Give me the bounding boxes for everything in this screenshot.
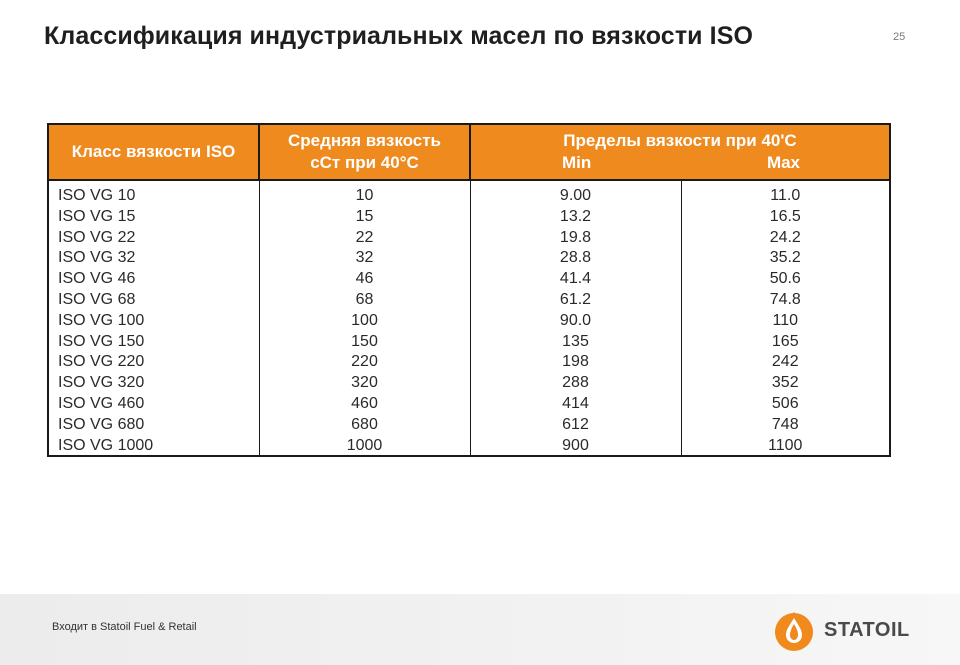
header-minmax: Min Max [475, 152, 885, 174]
table-cell-max: 1100 [768, 436, 803, 454]
table-cell-max: 110 [772, 311, 799, 329]
table-cell-avg: 100 [351, 311, 378, 329]
table-cell-class: ISO VG 150 [58, 332, 145, 350]
header-class: Класс вязкости ISO [49, 125, 260, 181]
table-cell-max: 16.5 [769, 207, 801, 225]
page-number: 25 [893, 31, 906, 43]
table-cell-avg: 1000 [346, 436, 383, 454]
logo-text: STATOIL [824, 618, 910, 641]
header-average-line2: сСт при 40°С [310, 153, 419, 172]
statoil-drop-logo-icon [775, 612, 813, 651]
table-cell-class: ISO VG 460 [58, 394, 145, 412]
table-cell-avg: 220 [351, 353, 378, 371]
table-cell-max: 11.0 [770, 187, 801, 204]
table-cell-class: ISO VG 68 [58, 290, 136, 308]
table-cell-min: 41.4 [559, 270, 592, 288]
table-cell-class: ISO VG 32 [58, 249, 136, 267]
table-cell-avg: 460 [351, 394, 378, 412]
table-cell-avg: 680 [351, 415, 378, 433]
table-header-row: Класс вязкости ISO Средняя вязкость сСт … [49, 125, 890, 181]
table-cell-min: 19.8 [559, 228, 592, 246]
header-max: Max [766, 153, 801, 172]
table-cell-min: 414 [562, 394, 589, 412]
footer-text: Входит в Statoil Fuel & Retail [52, 621, 197, 633]
table-body-row: ISO VG 10 ISO VG 15 ISO VG 22 ISO VG 32 ISO … [49, 180, 889, 457]
viscosity-table-container: Класс вязкости ISO Средняя вязкость сСт … [47, 123, 891, 457]
table-cell-class: ISO VG 10 [58, 187, 136, 204]
table-cell-min: 900 [562, 436, 589, 454]
header-class-label: Класс вязкости ISO [71, 142, 236, 161]
table-cell-min: 90.0 [559, 311, 592, 329]
table-cell-min: 612 [562, 415, 589, 433]
footer-bar: Входит в Statoil Fuel & Retail STATOIL [0, 594, 960, 665]
column-average-values: 10 15 22 32 46 68 100 150 220 320 460 680 1000 [259, 180, 471, 457]
table-cell-class: ISO VG 320 [58, 374, 145, 392]
column-class-values: ISO VG 10 ISO VG 15 ISO VG 22 ISO VG 32 ISO … [49, 180, 260, 457]
table-cell-min: 198 [562, 353, 589, 371]
table-cell-max: 352 [771, 374, 799, 392]
table-cell-max: 165 [771, 332, 799, 350]
table-cell-min: 9.00 [559, 187, 592, 204]
table-cell-max: 35.2 [769, 249, 801, 267]
header-limits: Пределы вязкости при 40'С Min Max [470, 125, 890, 181]
table-cell-class: ISO VG 46 [58, 270, 136, 288]
table-cell-min: 61.2 [559, 290, 592, 308]
table-cell-max: 74.8 [769, 290, 801, 308]
table-cell-class: ISO VG 100 [58, 311, 145, 329]
table-cell-avg: 32 [355, 249, 374, 267]
table-cell-min: 28.8 [559, 249, 592, 267]
header-average-line1: Средняя вязкость [287, 131, 441, 150]
table-cell-max: 24.2 [769, 228, 801, 246]
table-cell-max: 50.6 [769, 270, 801, 288]
viscosity-table: Класс вязкости ISO Средняя вязкость сСт … [49, 125, 890, 457]
table-cell-avg: 10 [355, 187, 374, 204]
table-cell-max: 242 [771, 353, 799, 371]
header-limits-title: Пределы вязкости при 40'С [563, 131, 797, 150]
header-min: Min [562, 153, 592, 172]
slide-title: Классификация индустриальных масел по вя… [44, 22, 754, 50]
table-cell-avg: 15 [355, 207, 374, 225]
table-cell-class: ISO VG 220 [58, 353, 145, 371]
header-average: Средняя вязкость сСт при 40°С [259, 125, 471, 181]
table-cell-class: ISO VG 1000 [58, 436, 154, 454]
table-cell-max: 748 [771, 415, 799, 433]
table-cell-min: 13.2 [559, 207, 592, 225]
column-min-values: 9.00 13.2 19.8 28.8 41.4 61.2 90.0 135 198 288 414… [470, 180, 682, 457]
statoil-logo: STATOIL [772, 608, 910, 652]
table-cell-class: ISO VG 22 [58, 228, 136, 246]
column-max-values: 11.0 16.5 24.2 35.2 50.6 74.8 110 165 242 352 506 7… [681, 180, 889, 456]
table-cell-min: 288 [562, 374, 589, 392]
table-cell-max: 506 [771, 394, 799, 412]
table-cell-class: ISO VG 680 [58, 415, 145, 433]
table-cell-avg: 46 [355, 270, 374, 288]
table-cell-avg: 320 [351, 374, 378, 392]
table-cell-avg: 150 [351, 332, 378, 350]
table-cell-class: ISO VG 15 [58, 207, 136, 225]
table-cell-avg: 68 [355, 290, 374, 308]
table-cell-avg: 22 [355, 228, 374, 246]
table-cell-min: 135 [562, 332, 589, 350]
